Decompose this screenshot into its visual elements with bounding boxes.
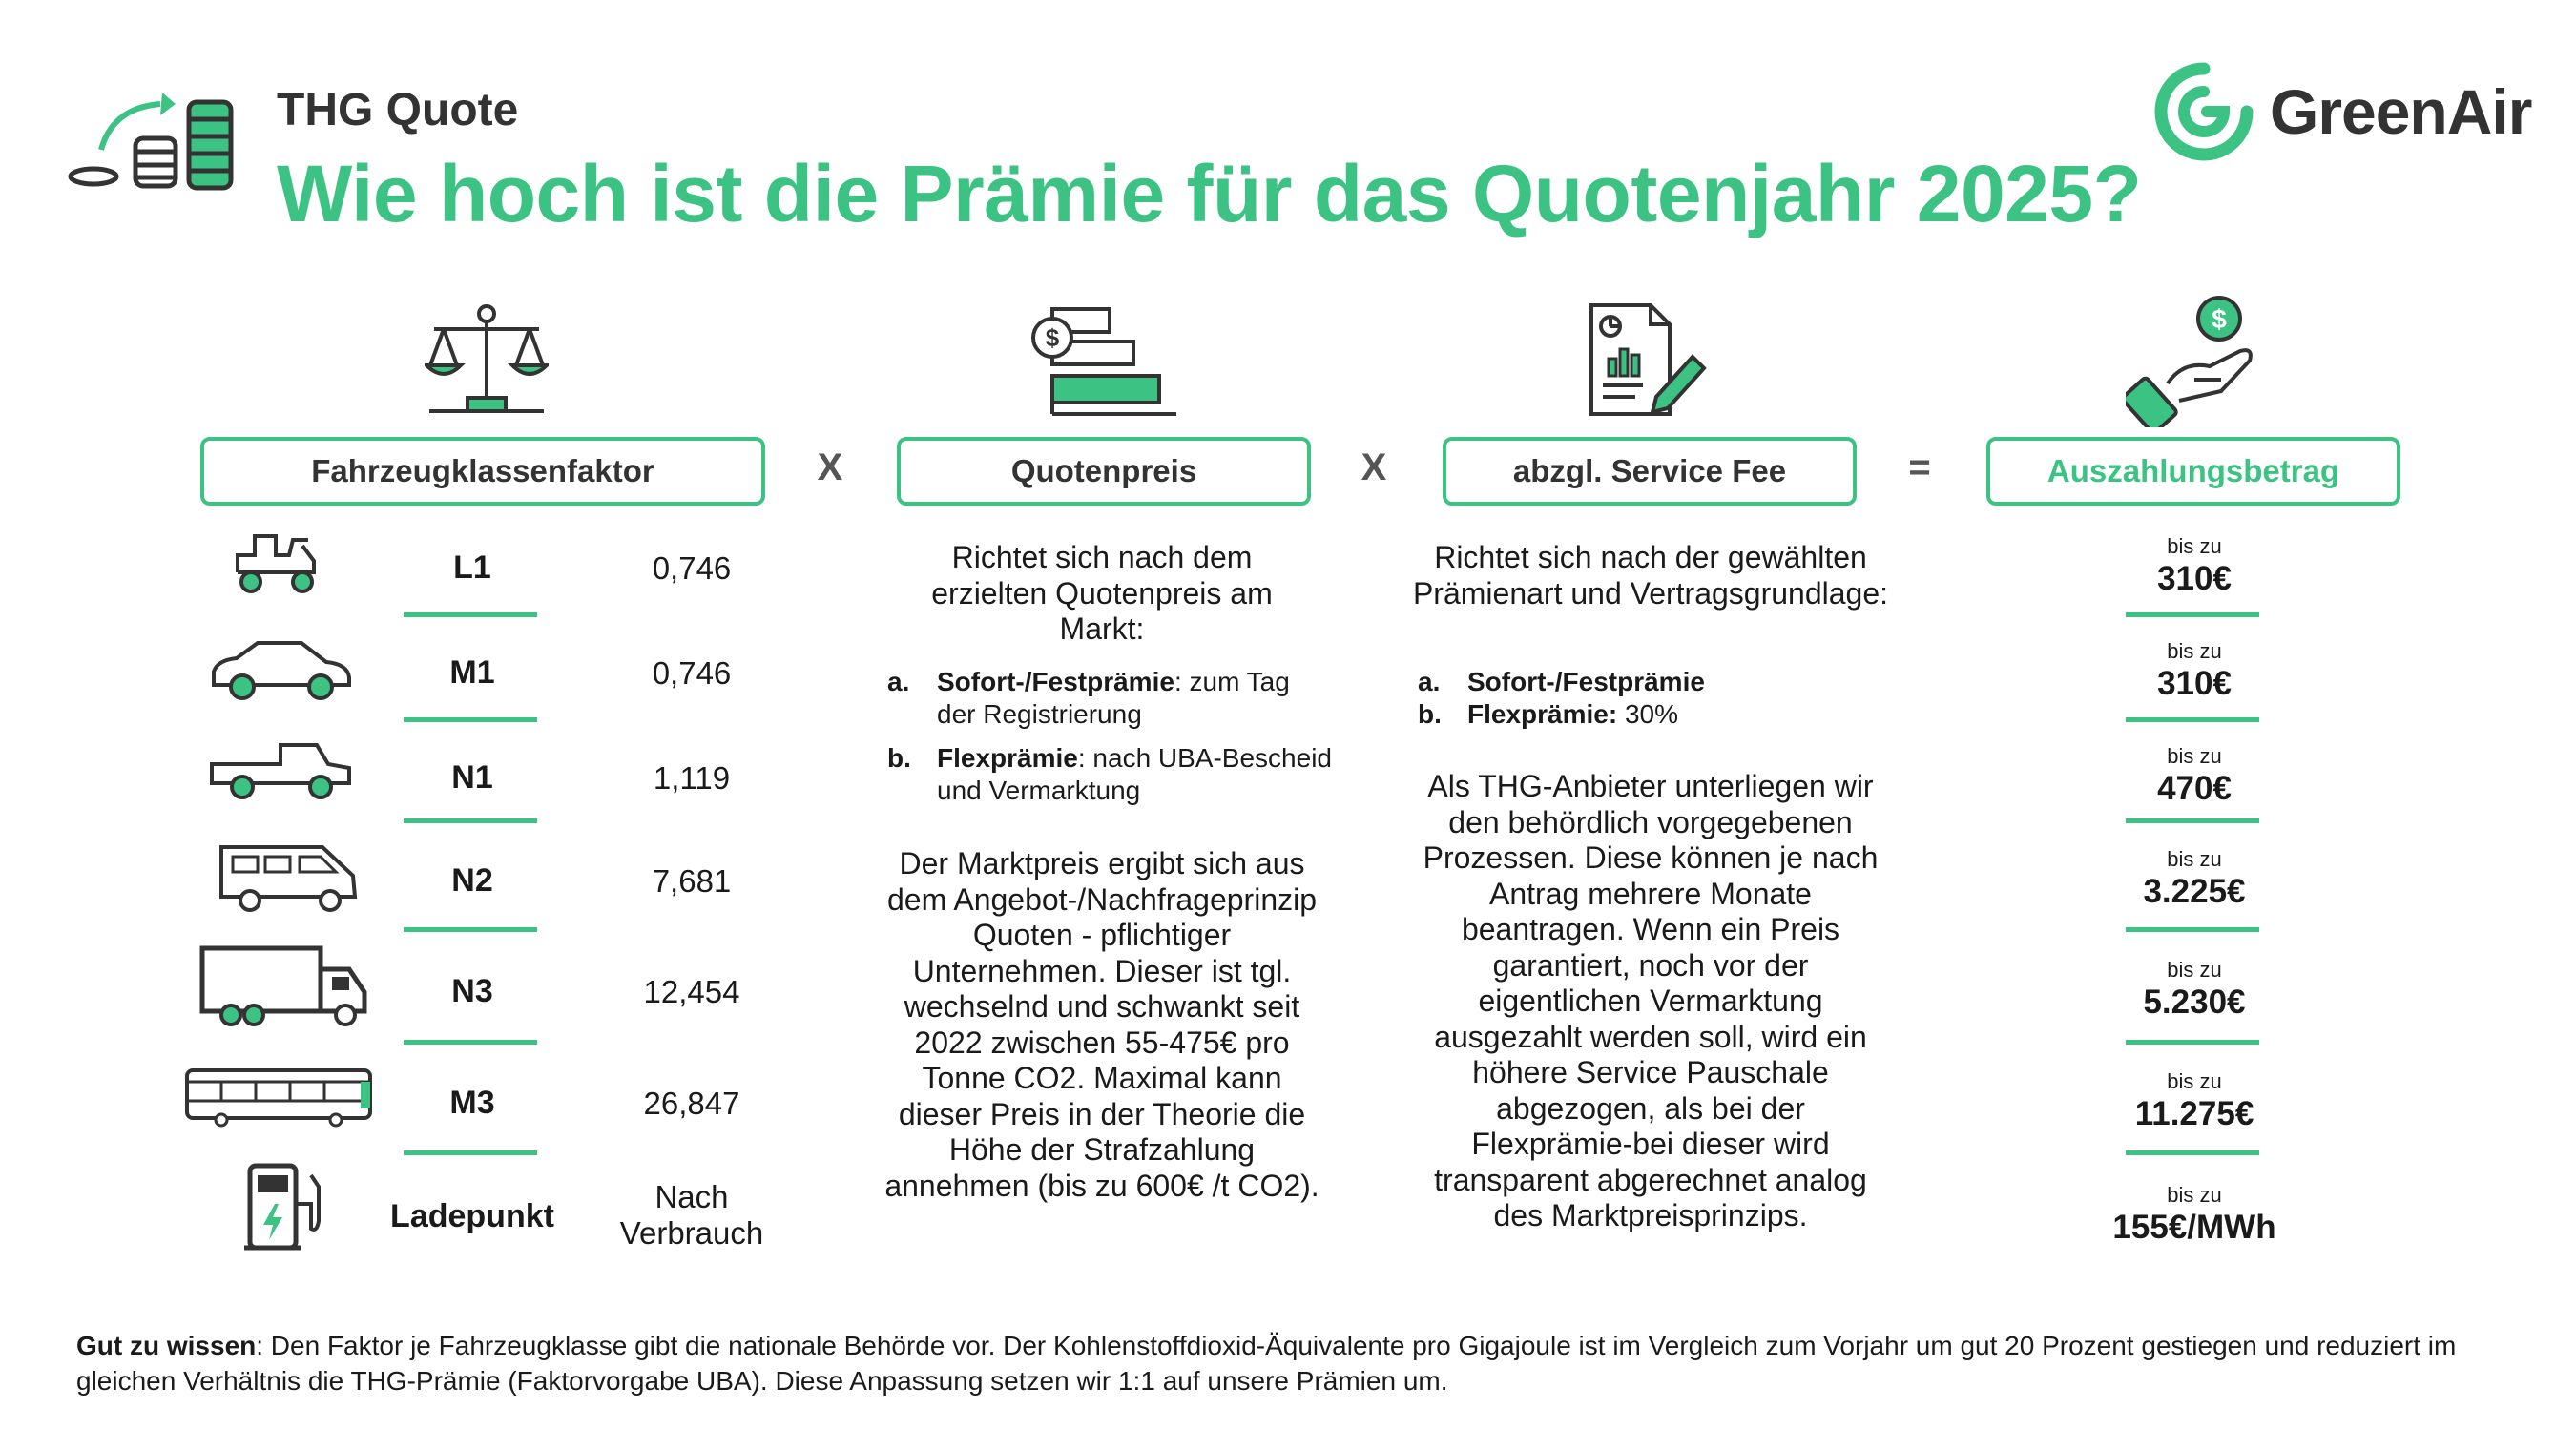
service-fee-list: a. Sofort-/Festprämie b. Flexprämie: 30% [1418,666,1866,742]
van-icon [219,845,358,912]
charging-station-icon [244,1163,321,1251]
footnote: Gut zu wissen: Den Faktor je Fahrzeugkla… [76,1328,2519,1398]
bus-icon [185,1068,372,1128]
payout-label: bis zu [2167,534,2222,558]
scale-icon [425,304,549,413]
class-label-ladepunkt: Ladepunkt [390,1198,554,1234]
header-fahrzeugklassenfaktor: Fahrzeugklassenfaktor [200,437,765,506]
payout-label: bis zu [2167,639,2222,663]
payout-divider [2126,612,2259,617]
scooter-icon [236,534,316,593]
payout-divider [2126,818,2259,823]
list-marker: b. [887,743,911,773]
class-label-n3: N3 [451,973,493,1009]
quotenpreis-list: a. Sofort-/Festprämie: zum Tag der Regis… [887,666,1336,818]
row-divider [404,818,537,823]
payout-label: bis zu [2167,1183,2222,1207]
payout-amount: 3.225€ [2143,873,2246,910]
factor-value-n1: 1,119 [653,760,731,796]
row-divider [404,1040,537,1045]
list-item: a. Sofort-/Festprämie [1418,666,1866,698]
list-item-text: : zum Tag der Registrierung [937,667,1290,729]
payout-amount: 310€ [2157,560,2232,597]
row-divider [404,612,537,617]
payout-label: bis zu [2167,744,2222,768]
operator-multiply-1: X [817,446,843,488]
payout-label: bis zu [2167,958,2222,982]
factor-value-n2: 7,681 [652,863,732,899]
list-item-bold: Sofort-/Festprämie [1467,667,1705,696]
payout-divider [2126,1040,2259,1045]
payout-amount: 5.230€ [2143,984,2246,1021]
header-auszahlungsbetrag: Auszahlungsbetrag [1986,437,2400,506]
payout-divider [2126,1150,2259,1155]
list-marker: a. [1418,667,1441,696]
factor-value-m3: 26,847 [643,1086,740,1121]
class-label-l1: L1 [453,549,491,586]
pickup-icon [210,743,351,799]
list-item-bold: Flexprämie: [1467,699,1618,729]
payout-amount: 155€/MWh [2112,1209,2276,1246]
payout-label: bis zu [2167,847,2222,871]
list-item-bold: Sofort-/Festprämie [937,667,1174,696]
car-icon [212,641,351,700]
factor-value-ladepunkt: Nach Verbrauch [592,1179,792,1252]
list-item: b. Flexprämie: nach UBA-Bescheid und Ver… [887,742,1336,807]
payout-divider [2126,717,2259,722]
header-quotenpreis: Quotenpreis [897,437,1311,506]
payout-amount: 470€ [2157,770,2232,807]
payout-amount: 11.275€ [2134,1095,2254,1132]
logo-wordmark: GreenAir [2270,76,2532,147]
page-subtitle: THG Quote [277,85,519,135]
list-marker: a. [887,667,910,696]
class-label-m3: M3 [449,1085,495,1121]
list-item: b. Flexprämie: 30% [1418,698,1866,731]
payout-divider [2126,927,2259,932]
price-bars-icon: $ [1031,307,1176,416]
list-item-text: 30% [1617,699,1678,729]
payout-amount: 310€ [2157,665,2232,702]
list-item-bold: Flexprämie [937,743,1078,773]
operator-equals: = [1908,446,1931,488]
quotenpreis-intro: Richtet sich nach dem erzielten Quotenpr… [931,540,1273,646]
list-marker: b. [1418,699,1442,729]
footnote-bold: Gut zu wissen [76,1331,257,1360]
list-item-text: : nach UBA-Bescheid und Vermarktung [937,743,1332,805]
row-divider [404,1150,537,1155]
truck-icon [199,945,367,1026]
footnote-text: : Den Faktor je Fahrzeugklasse gibt die … [76,1331,2457,1396]
service-fee-body: Als THG-Anbieter unterliegen wir den beh… [1423,769,1879,1232]
factor-value-l1: 0,746 [652,550,732,586]
greenair-logo: GreenAir [2151,59,2532,164]
operator-multiply-2: X [1361,446,1387,488]
hand-money-icon: $ [2126,296,2253,427]
class-label-n1: N1 [451,759,493,796]
document-chart-icon [1589,303,1707,416]
header-service-fee: abzgl. Service Fee [1443,437,1857,506]
factor-line: Nach [654,1179,729,1214]
class-label-m1: M1 [449,654,495,691]
svg-text:$: $ [2212,304,2227,334]
greenair-logo-icon [2154,62,2254,161]
list-item: a. Sofort-/Festprämie: zum Tag der Regis… [887,666,1336,731]
svg-text:$: $ [1046,323,1060,352]
factor-value-m1: 0,746 [652,655,732,691]
coins-growth-icon [68,93,234,191]
class-label-n2: N2 [451,862,493,899]
page-title: Wie hoch ist die Prämie für das Quotenja… [277,149,2142,238]
factor-line: Verbrauch [619,1215,764,1251]
row-divider [404,717,537,722]
payout-label: bis zu [2167,1069,2222,1093]
service-fee-intro: Richtet sich nach der gewählten Prämiena… [1412,540,1889,611]
quotenpreis-body: Der Marktpreis ergibt sich aus dem Angeb… [884,846,1319,1203]
row-divider [404,927,537,932]
factor-value-n3: 12,454 [643,974,740,1009]
